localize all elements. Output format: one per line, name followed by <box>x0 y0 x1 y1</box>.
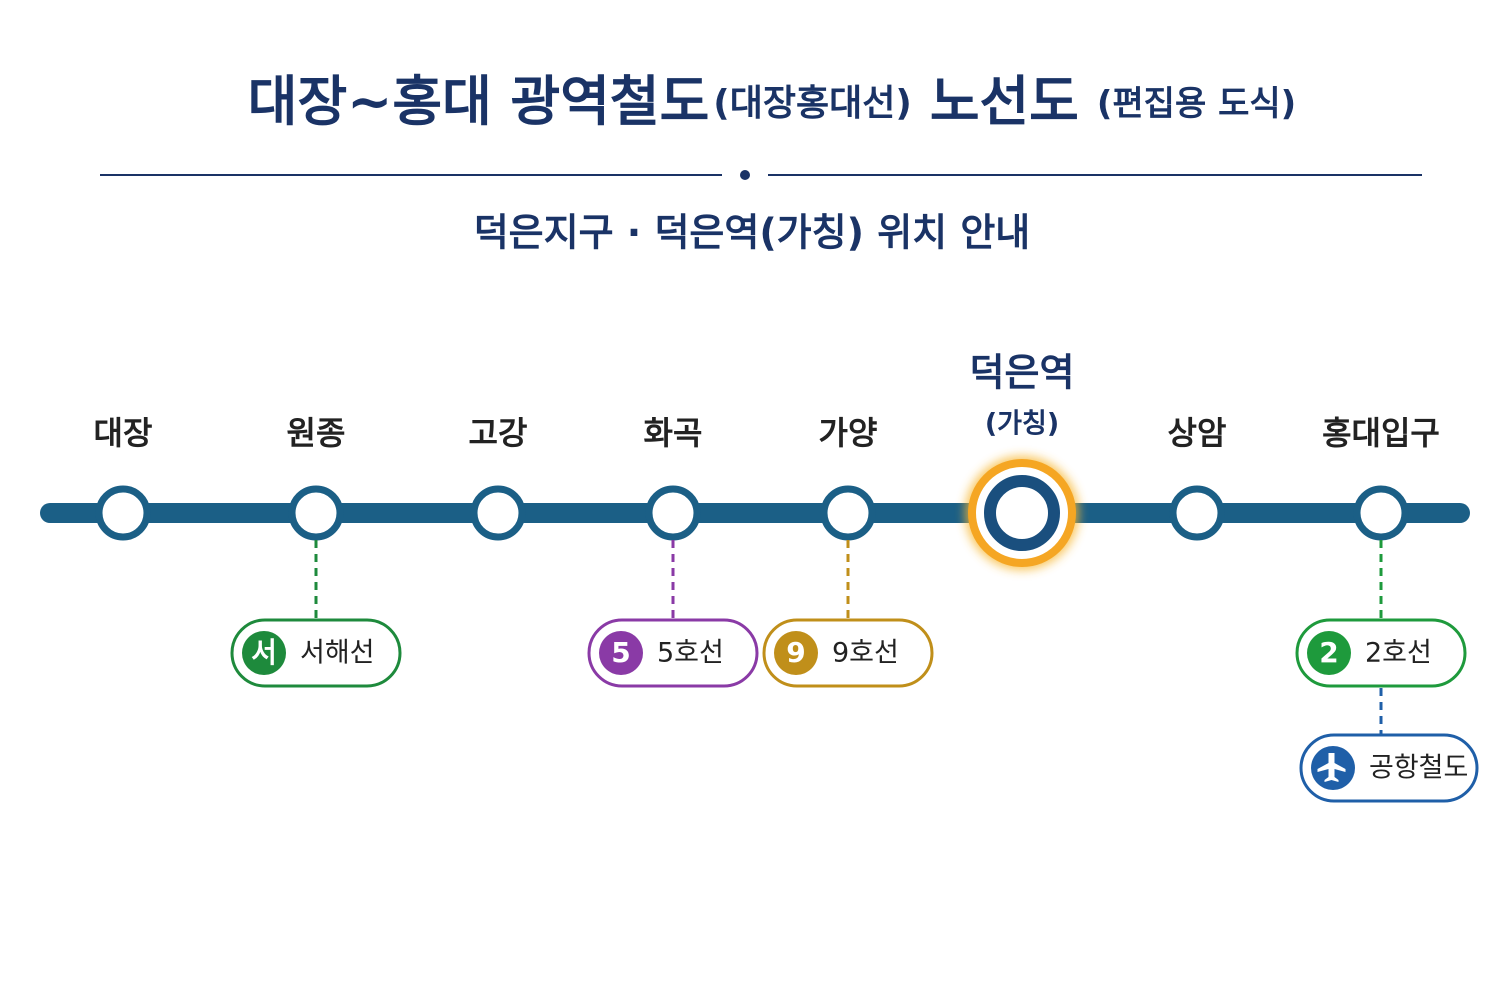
station-name: 홍대입구 <box>1322 414 1440 452</box>
title: 대장~홍대 광역철도 (대장홍대선) 노선도 (편집용 도식) <box>248 70 1296 133</box>
station-marker <box>820 485 876 541</box>
transfer-badge <box>242 631 286 675</box>
station-marker <box>984 475 1060 551</box>
transfer-badge <box>599 631 643 675</box>
station-name: 대장 <box>94 414 153 452</box>
station-marker <box>1169 485 1225 541</box>
transfer-badge <box>774 631 818 675</box>
transfer-badge-text: 9 <box>786 636 805 669</box>
title-part: 노선도 <box>930 70 1079 133</box>
station-note: (가칭) <box>985 409 1059 440</box>
station-name: 고강 <box>469 414 528 452</box>
title-part: (대장홍대선) <box>713 83 912 124</box>
transfer-label: 공항철도 <box>1369 753 1468 784</box>
subtitle: 덕은지구 · 덕은역(가칭) 위치 안내 <box>474 211 1031 255</box>
plane-icon <box>1317 753 1346 782</box>
title-part: 대장~홍대 광역철도 <box>248 70 710 133</box>
transfer-badge <box>1307 631 1351 675</box>
transfer-badge-text: 2 <box>1319 636 1338 669</box>
station-marker <box>1353 485 1409 541</box>
transfer-label: 5호선 <box>657 638 724 669</box>
station-name: 가양 <box>819 414 878 452</box>
transfer-label: 2호선 <box>1365 638 1432 669</box>
transfer-label: 9호선 <box>832 638 899 669</box>
station-marker <box>288 485 344 541</box>
separator-dot <box>740 170 750 180</box>
transfer-label: 서해선 <box>300 638 375 669</box>
transfer-badge-text: 서 <box>251 636 277 669</box>
station-name: 상암 <box>1168 414 1227 452</box>
station-marker <box>470 485 526 541</box>
title-part: (편집용 도식) <box>1097 84 1296 124</box>
station-marker <box>95 485 151 541</box>
station-name: 원종 <box>287 414 346 452</box>
station-name: 화곡 <box>644 414 703 452</box>
station-marker <box>645 485 701 541</box>
station-name: 덕은역 <box>970 351 1075 395</box>
transfer-badge-text: 5 <box>611 636 630 669</box>
